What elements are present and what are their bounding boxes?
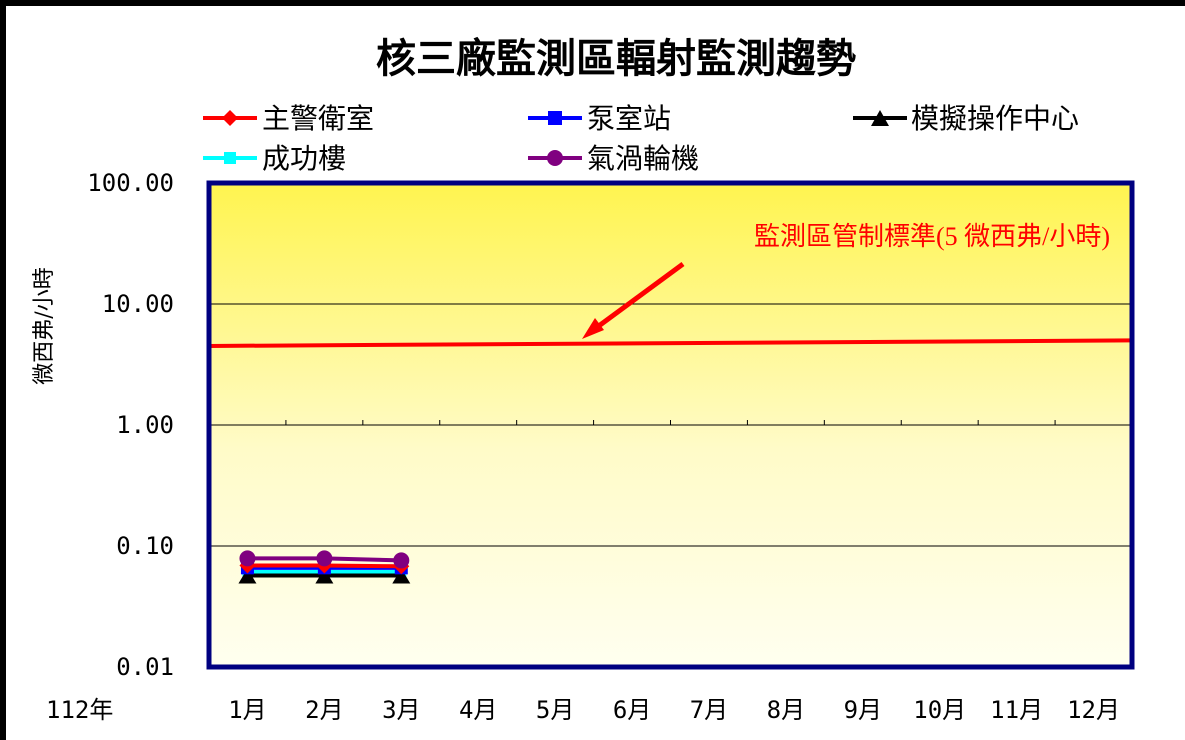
data-point	[392, 568, 411, 584]
year-label: 112年	[46, 696, 113, 724]
legend-label-2: 泵室站	[587, 102, 671, 135]
x-tick-labels: 1月 2月 3月 4月 5月 6月 7月 8月 9月 10月 11月 12月	[228, 696, 1120, 724]
x-tick-label: 5月	[536, 696, 574, 724]
x-tick-label: 6月	[613, 696, 651, 724]
x-tick-label: 3月	[382, 696, 420, 724]
chart-title: 核三廠監測區輻射監測趨勢	[376, 35, 856, 82]
x-tick-label: 10月	[913, 696, 966, 724]
x-tick-label: 11月	[990, 696, 1043, 724]
data-point	[239, 550, 256, 567]
legend-item-3: 模擬操作中心	[853, 102, 1079, 135]
x-ticks	[285, 420, 1056, 425]
legend-label-5: 氣渦輪機	[587, 142, 699, 175]
reference-arrow	[582, 261, 685, 339]
x-tick-label: 8月	[767, 696, 805, 724]
data-point	[316, 550, 333, 567]
x-tick-label: 7月	[690, 696, 728, 724]
data-point	[315, 568, 334, 584]
y-tick-label: 0.01	[116, 653, 174, 681]
legend-label-3: 模擬操作中心	[911, 102, 1079, 135]
data-point	[238, 568, 257, 584]
x-tick-label: 4月	[459, 696, 497, 724]
reference-line	[208, 338, 1133, 348]
legend-item-1: 主警衛室	[203, 102, 374, 135]
y-tick-label: 0.10	[116, 532, 174, 560]
y-tick-labels: 100.00 10.00 1.00 0.10 0.01	[87, 169, 174, 681]
chart-frame: 核三廠監測區輻射監測趨勢 主警衛室 泵室站 模擬操作中心 成功樓	[6, 6, 1185, 740]
y-tick-label: 10.00	[102, 290, 174, 318]
legend-label-1: 主警衛室	[262, 102, 374, 135]
x-tick-label: 12月	[1067, 696, 1120, 724]
x-tick-label: 1月	[228, 696, 266, 724]
legend-item-2: 泵室站	[528, 102, 671, 135]
legend-label-4: 成功樓	[262, 142, 346, 175]
y-tick-label: 100.00	[87, 169, 174, 197]
x-tick-label: 9月	[844, 696, 882, 724]
y-axis-label: 微西弗/小時	[32, 267, 57, 384]
legend-item-5: 氣渦輪機	[528, 142, 699, 175]
legend: 主警衛室 泵室站 模擬操作中心 成功樓 氣渦輪機	[203, 102, 1079, 175]
plot-border	[206, 180, 1135, 670]
legend-item-4: 成功樓	[203, 142, 346, 175]
x-tick-label: 2月	[305, 696, 343, 724]
chart: 核三廠監測區輻射監測趨勢 主警衛室 泵室站 模擬操作中心 成功樓	[32, 35, 1135, 724]
y-tick-label: 1.00	[116, 411, 174, 439]
data-point	[393, 552, 410, 569]
reference-label: 監測區管制標準(5 微西弗/小時)	[754, 222, 1110, 251]
series-layer	[238, 550, 411, 584]
